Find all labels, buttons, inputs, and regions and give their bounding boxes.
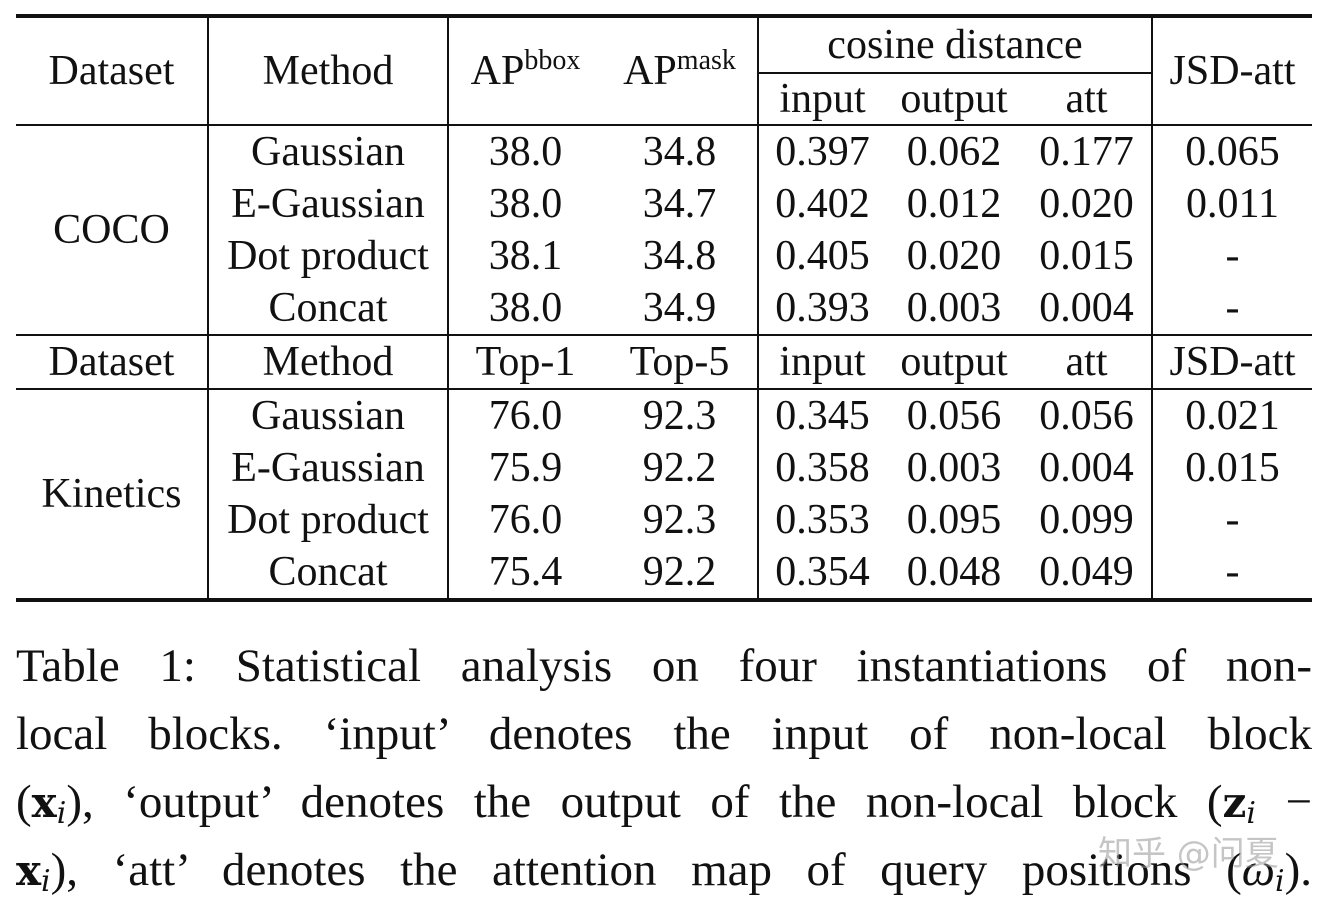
cell-ap-mask: 34.8 <box>602 230 759 282</box>
cell-input: 0.353 <box>775 497 870 543</box>
cell-att: 0.099 <box>1022 494 1154 546</box>
cell-method: Gaussian <box>208 124 449 178</box>
cell-jsd: 0.021 <box>1152 388 1313 442</box>
cell-method: Concat <box>208 282 449 335</box>
header2-att: att <box>1022 334 1154 389</box>
cell-jsd: 0.015 <box>1185 445 1280 491</box>
cell-method: E-Gaussian <box>208 442 449 494</box>
cell-ap-bbox: 38.0 <box>488 181 563 227</box>
cell-jsd: 0.065 <box>1152 124 1313 178</box>
cell-input: 0.345 <box>758 388 886 442</box>
dataset-coco: COCO <box>16 124 209 335</box>
header-att: att <box>1022 73 1154 125</box>
cell-jsd: - <box>1225 285 1240 331</box>
table-row: Dot product 76.0 92.3 0.353 0.095 0.099 … <box>16 494 1312 546</box>
cell-ap-mask: 34.9 <box>602 282 759 335</box>
results-table: Dataset Method APbbox APmask cosine dist… <box>16 14 1313 602</box>
cell-ap-bbox: 38.1 <box>488 233 563 279</box>
cell-input: 0.358 <box>775 445 870 491</box>
cell-output: 0.003 <box>906 285 1002 331</box>
cell-method: Dot product <box>208 494 449 546</box>
cell-output: 0.056 <box>886 388 1022 442</box>
dataset-kinetics: Kinetics <box>16 388 209 602</box>
cell-ap-bbox: 38.0 <box>448 124 602 178</box>
cell-output: 0.048 <box>886 546 1022 602</box>
table-row: Kinetics Gaussian 76.0 92.3 0.345 0.056 … <box>16 388 1313 602</box>
header2-output: output <box>886 334 1022 389</box>
header-cosine-distance: cosine distance <box>758 14 1154 74</box>
table-row: E-Gaussian 75.9 92.2 0.358 0.003 0.004 0… <box>16 442 1312 494</box>
cell-jsd: 0.011 <box>1186 181 1279 227</box>
cell-ap-mask: 34.8 <box>602 124 759 178</box>
cell-att: 0.020 <box>1022 178 1154 230</box>
table-row: Dot product 38.1 34.8 0.405 0.020 0.015 … <box>16 230 1312 282</box>
caption-line: xi), ‘att’ denotes the attention map of … <box>16 844 1312 899</box>
header2-input: input <box>758 334 886 389</box>
results-table-container: Dataset Method APbbox APmask cosine dist… <box>16 14 1313 602</box>
cell-top1: 76.0 <box>488 497 563 543</box>
table-caption: Table 1: Statistical analysis on four in… <box>16 632 1312 904</box>
header-row-top: Dataset Method APbbox APmask cosine dist… <box>16 14 1313 125</box>
cell-top5: 92.3 <box>602 388 759 442</box>
cell-method: Gaussian <box>208 388 449 442</box>
header-output: output <box>900 76 1008 122</box>
cell-method: Dot product <box>208 230 449 282</box>
header-input: input <box>779 76 866 122</box>
cell-jsd: - <box>1225 233 1240 279</box>
caption-line: local blocks. ‘input’ denotes the input … <box>16 708 1312 760</box>
cell-output: 0.020 <box>906 233 1002 279</box>
header-dataset: Dataset <box>16 14 209 125</box>
cell-top5: 92.3 <box>602 494 759 546</box>
cell-jsd: - <box>1152 546 1313 602</box>
cell-method: Concat <box>208 546 449 602</box>
cell-top5: 92.2 <box>602 546 759 602</box>
header-ap-bbox: APbbox <box>448 14 602 125</box>
header2-top1: Top-1 <box>448 334 602 389</box>
header2-dataset: Dataset <box>16 334 209 389</box>
table-row: E-Gaussian 38.0 34.7 0.402 0.012 0.020 0… <box>16 178 1312 230</box>
cell-att: 0.056 <box>1022 388 1154 442</box>
watermark: 知乎 @问夏 <box>1098 834 1279 874</box>
cell-top1: 76.0 <box>448 388 602 442</box>
cell-output: 0.062 <box>886 124 1022 178</box>
cell-top5: 92.2 <box>602 442 759 494</box>
header-jsd-att: JSD-att <box>1152 14 1313 125</box>
table-row: Concat 75.4 92.2 0.354 0.048 0.049 - <box>16 546 1313 602</box>
header2-method: Method <box>208 334 449 389</box>
cell-att: 0.004 <box>1022 282 1154 335</box>
caption-line: (xi), ‘output’ denotes the output of the… <box>16 776 1312 831</box>
header2-jsd-att: JSD-att <box>1152 334 1313 389</box>
cell-output: 0.095 <box>906 497 1002 543</box>
cell-ap-mask: 34.7 <box>602 178 759 230</box>
cell-att: 0.004 <box>1022 442 1154 494</box>
cell-jsd: - <box>1225 497 1240 543</box>
cell-input: 0.393 <box>775 285 870 331</box>
header-ap-mask: APmask <box>602 14 759 125</box>
cell-method: E-Gaussian <box>208 178 449 230</box>
header-method: Method <box>208 14 449 125</box>
table-row: COCO Gaussian 38.0 34.8 0.397 0.062 0.17… <box>16 124 1313 335</box>
cell-att: 0.177 <box>1022 124 1154 178</box>
table-row: Concat 38.0 34.9 0.393 0.003 0.004 - <box>16 282 1312 335</box>
cell-output: 0.012 <box>906 181 1002 227</box>
cell-top1: 75.9 <box>488 445 563 491</box>
cell-output: 0.003 <box>906 445 1002 491</box>
cell-input: 0.354 <box>758 546 886 602</box>
cell-att: 0.015 <box>1022 230 1154 282</box>
header2-top5: Top-5 <box>602 334 759 389</box>
cell-input: 0.402 <box>775 181 870 227</box>
cell-ap-bbox: 38.0 <box>488 285 563 331</box>
caption-line: Table 1: Statistical analysis on four in… <box>16 640 1312 692</box>
header-row-kinetics: Dataset Method Top-1 Top-5 input output … <box>16 334 1313 389</box>
header-row-sub: input output att <box>16 73 1312 125</box>
cell-top1: 75.4 <box>448 546 602 602</box>
cell-att: 0.049 <box>1022 546 1154 602</box>
cell-input: 0.405 <box>775 233 870 279</box>
cell-input: 0.397 <box>758 124 886 178</box>
